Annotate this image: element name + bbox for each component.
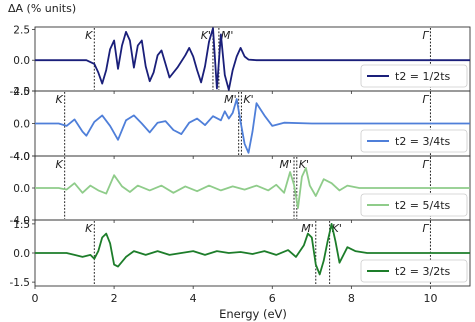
legend-box (360, 193, 468, 217)
panel-2: 4.0 0.0 -4.0 K M' K' Γt2 = 3/4ts (10, 86, 471, 163)
vline-label: K (85, 222, 93, 235)
panels: 2.5 0.0 -2.5 K K' M' Γt2 = 1/2ts 4.0 0.0 -4.0 K M' K… (10, 24, 471, 289)
vline-label: M' (301, 222, 314, 235)
legend-label: t2 = 5/4ts (395, 199, 451, 212)
y-tick-label: 0.0 (13, 183, 30, 195)
panel-3: 4.0 0.0 -4.0 K M' K' Γt2 = 5/4ts (10, 151, 471, 227)
y-tick-label: 4.0 (13, 86, 30, 98)
series-line (35, 98, 470, 154)
vline-label: M' (280, 158, 293, 171)
vline-label: K' (299, 158, 309, 171)
y-axis-label: ΔA (% units) (8, 2, 76, 15)
vline-label: K (55, 93, 63, 106)
vline-label: Γ (422, 222, 429, 235)
legend-label: t2 = 3/4ts (395, 135, 451, 148)
legend-box (360, 259, 468, 283)
series-line (35, 223, 470, 276)
x-tick-label: 2 (111, 292, 118, 305)
y-tick-label: 2.5 (13, 24, 30, 36)
x-axis-label: Energy (eV) (219, 307, 287, 321)
vline-label: K' (243, 93, 253, 106)
y-tick-label: -4.0 (10, 151, 31, 163)
y-tick-label: 0.0 (13, 248, 30, 260)
panel-1: 2.5 0.0 -2.5 K K' M' Γt2 = 1/2ts (10, 24, 471, 98)
vline-label: K (55, 158, 63, 171)
y-tick-label: -1.5 (10, 277, 31, 289)
y-tick-label: 4.0 (13, 151, 30, 163)
legend-label: t2 = 3/2ts (395, 265, 451, 278)
vline-label: M' (221, 29, 234, 42)
y-tick-label: 1.5 (13, 219, 30, 231)
x-tick-label: 6 (269, 292, 276, 305)
vline-label: K (85, 29, 93, 42)
vline-label: K' (201, 29, 211, 42)
y-tick-label: 0.0 (13, 55, 30, 67)
series-line (35, 27, 470, 91)
x-tick-label: 0 (32, 292, 39, 305)
series-line (35, 167, 470, 209)
panel-4: 1.5 0.0 -1.5 K M' K' Γt2 = 3/2ts (10, 219, 471, 289)
legend-label: t2 = 1/2ts (395, 70, 451, 83)
vline-label: K' (332, 222, 342, 235)
legend-box (360, 129, 468, 153)
y-tick-label: -4.0 (10, 215, 31, 227)
vline-label: Γ (422, 93, 429, 106)
y-tick-label: -2.5 (10, 86, 31, 98)
x-tick-label: 8 (348, 292, 355, 305)
vline-label: Γ (422, 158, 429, 171)
y-tick-label: 0.0 (13, 119, 30, 131)
x-axis-ticks: 0 2 4 6 8 10 (32, 292, 438, 305)
x-tick-label: 10 (423, 292, 437, 305)
legend-box (360, 64, 468, 88)
vline-label: Γ (422, 29, 429, 42)
x-tick-label: 4 (190, 292, 197, 305)
vline-label: M' (224, 93, 237, 106)
